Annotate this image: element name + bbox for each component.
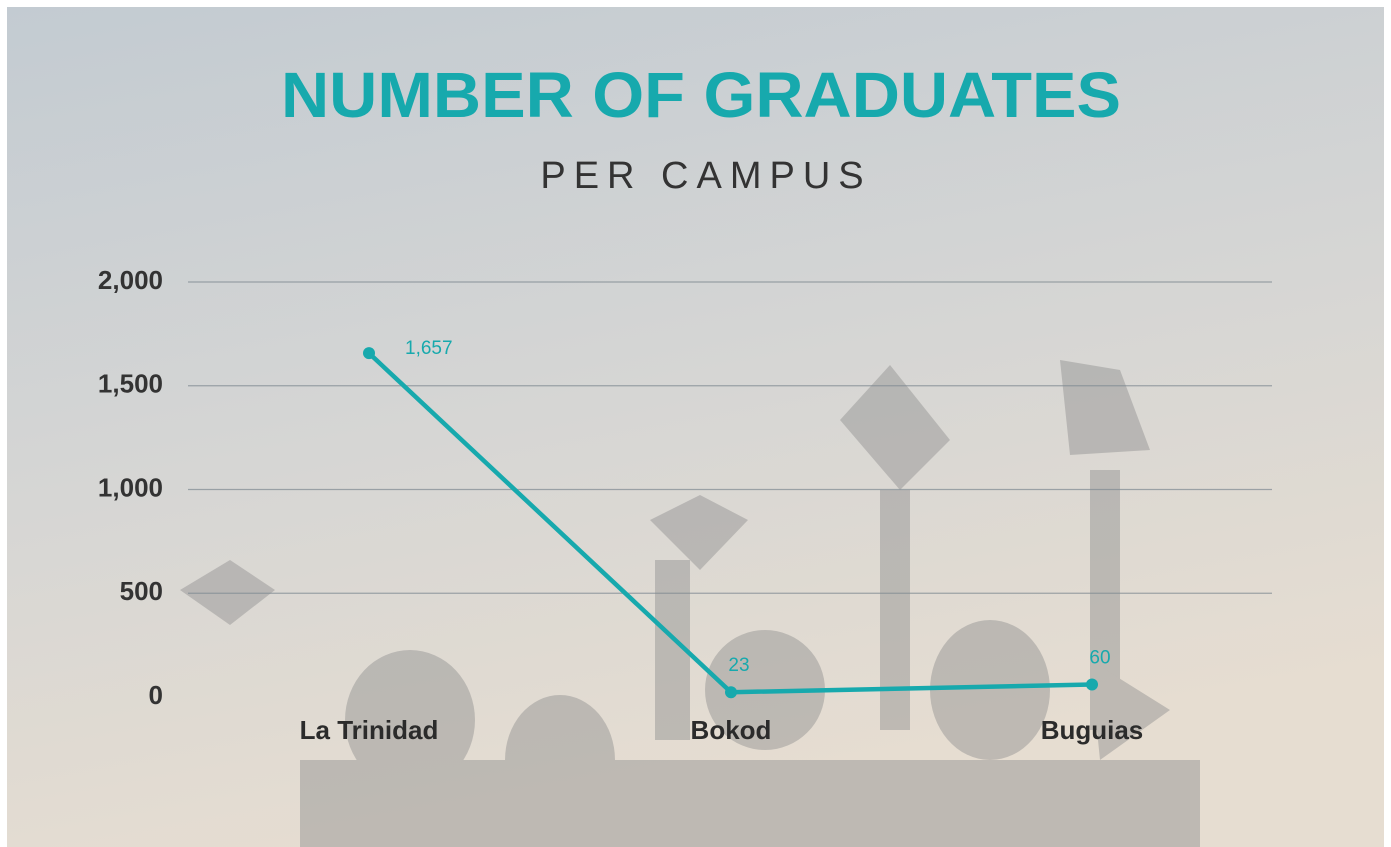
data-point xyxy=(725,686,737,698)
data-point xyxy=(363,347,375,359)
x-tick-label: La Trinidad xyxy=(300,715,439,745)
y-tick-label: 500 xyxy=(120,576,163,606)
x-tick-label: Buguias xyxy=(1041,715,1144,745)
chart: NUMBER OF GRADUATES PER CAMPUS 0 500 1,000… xyxy=(0,0,1391,847)
x-tick-label: Bokod xyxy=(691,715,772,745)
data-point xyxy=(1086,679,1098,691)
chart-subtitle: PER CAMPUS xyxy=(540,155,871,197)
data-label: 23 xyxy=(728,655,749,676)
data-label: 60 xyxy=(1089,648,1110,669)
y-tick-label: 1,500 xyxy=(98,369,163,399)
y-tick-label: 2,000 xyxy=(98,265,163,295)
y-tick-label: 1,000 xyxy=(98,472,163,502)
y-tick-label: 0 xyxy=(149,680,163,710)
chart-title: NUMBER OF GRADUATES xyxy=(281,59,1121,131)
data-label: 1,657 xyxy=(405,338,453,359)
